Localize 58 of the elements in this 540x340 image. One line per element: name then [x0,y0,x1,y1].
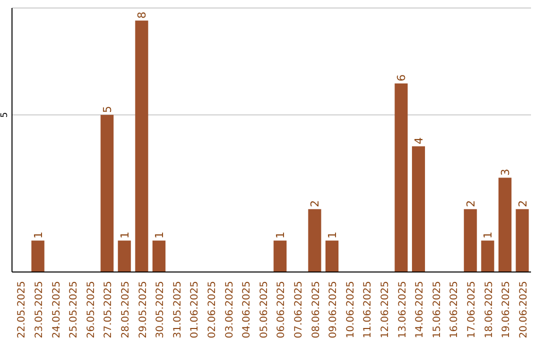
x-tick-label: 27.05.2025 [103,281,114,338]
x-tick-label: 07.06.2025 [293,281,304,338]
x-tick-label: 31.05.2025 [172,281,184,338]
data-label: 1 [482,232,495,239]
x-tick-label: 23.05.2025 [34,281,45,338]
bar [100,114,114,272]
data-label: 1 [32,232,45,239]
x-tick-label: 06.06.2025 [276,281,288,338]
x-tick-label: 04.06.2025 [242,281,253,338]
bar [412,146,425,272]
x-tick-label: 25.05.2025 [68,281,80,338]
data-label: 1 [118,232,132,239]
x-tick-label: 05.06.2025 [258,281,270,338]
x-tick-label: 18.06.2025 [484,281,495,338]
bar [118,240,131,272]
data-label: 2 [464,200,478,208]
x-tick-label: 10.06.2025 [345,281,356,338]
bar [31,240,44,272]
bar [135,20,148,272]
x-tick-label: 01.06.2025 [190,281,201,338]
x-tick-label: 12.06.2025 [380,281,391,338]
bar [325,240,338,272]
x-tick-label: 30.05.2025 [155,281,166,338]
bar [274,240,287,272]
x-tick-label: 26.05.2025 [86,281,97,338]
data-label: 1 [152,232,166,239]
data-label: 1 [326,232,339,239]
data-label: 3 [498,168,512,176]
x-tick-label: 16.06.2025 [449,281,460,338]
data-label: 6 [395,74,408,82]
x-tick-label: 22.05.2025 [16,281,28,338]
bar [464,209,477,272]
bar [308,209,322,272]
x-tick-label: 03.06.2025 [224,281,236,338]
x-tick-label: 19.06.2025 [501,281,512,338]
bar [394,83,408,272]
data-label: 2 [308,200,322,208]
x-tick-label: 17.06.2025 [466,281,478,338]
data-label: 8 [136,12,149,19]
x-tick-label: 24.05.2025 [51,281,62,338]
x-tick-label: 20.06.2025 [518,281,530,338]
bar [498,178,512,272]
x-tick-label: 11.06.2025 [362,281,374,338]
x-tick-label: 08.06.2025 [310,281,322,338]
x-tick-label: 29.05.2025 [138,281,149,338]
data-label: 4 [412,137,426,144]
x-tick-label: 09.06.2025 [328,281,340,338]
bar [516,209,529,272]
x-tick-label: 14.06.2025 [414,281,426,338]
data-label: 5 [101,106,114,113]
data-label: 1 [274,232,288,239]
bar [481,240,494,272]
x-tick-label: 15.06.2025 [432,281,443,338]
x-tick-label: 02.06.2025 [206,281,218,338]
bar [152,240,166,272]
data-label: 2 [516,200,530,208]
x-tick-label: 28.05.2025 [120,281,132,338]
x-tick-label: 13.06.2025 [397,281,408,338]
